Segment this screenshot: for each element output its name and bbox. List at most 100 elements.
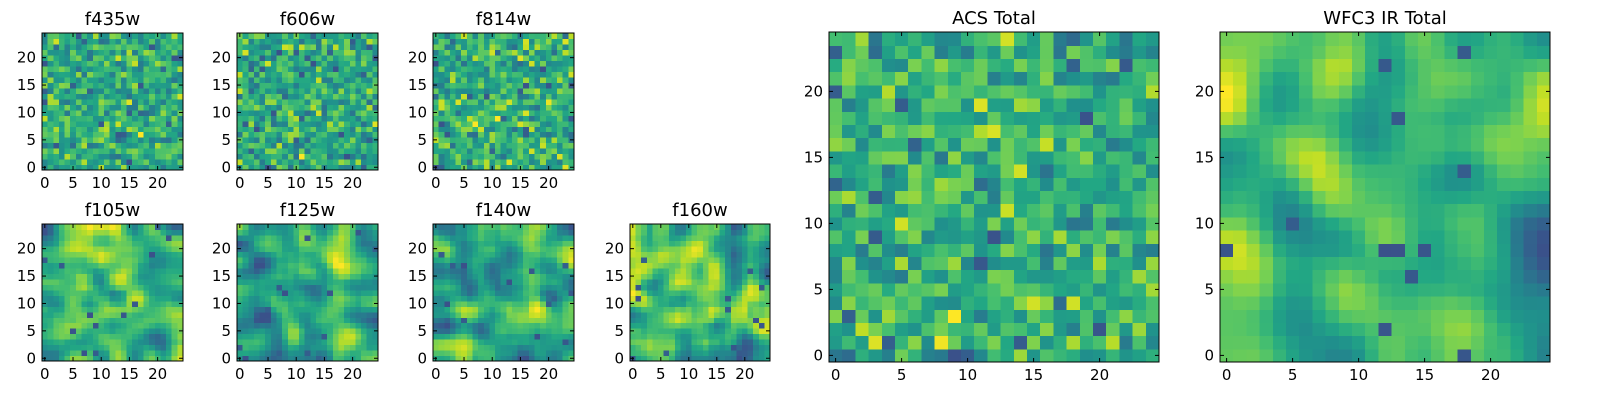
heatmap-cell [714, 229, 721, 236]
heatmap-cell [1053, 335, 1068, 350]
heatmap-cell [327, 49, 334, 56]
heatmap-cell [126, 120, 133, 127]
heatmap-cell [109, 311, 116, 318]
heatmap-cell [438, 322, 445, 329]
heatmap-cell [332, 289, 340, 296]
heatmap-cell [115, 311, 122, 318]
heatmap-cell [160, 82, 167, 89]
heatmap-cell [764, 251, 771, 258]
heatmap-cell [663, 234, 670, 242]
heatmap-cell [1079, 243, 1094, 257]
heatmap-cell [725, 295, 732, 302]
heatmap-cell [534, 289, 541, 296]
plot-frame [432, 32, 575, 171]
heatmap-cell [332, 82, 340, 89]
heatmap-cell [1106, 164, 1120, 178]
heatmap-cell [53, 289, 60, 296]
heatmap-cell [438, 153, 445, 160]
heatmap-cell [315, 350, 323, 357]
heatmap-cell [287, 109, 294, 116]
heatmap-cell [478, 93, 485, 100]
heatmap-cell [177, 284, 184, 291]
heatmap-cell [259, 256, 266, 263]
heatmap-cell [568, 159, 575, 166]
heatmap-cell [635, 289, 642, 296]
heatmap-cell [115, 256, 122, 263]
heatmap-cell [42, 126, 49, 133]
heatmap-cell [557, 311, 564, 318]
heatmap-cell [489, 131, 496, 138]
heatmap-cell [461, 60, 468, 67]
heatmap-cell [702, 240, 709, 247]
heatmap-cell [908, 322, 922, 337]
heatmap-cell [540, 322, 547, 329]
heatmap-cell [92, 328, 99, 335]
heatmap-cell [500, 76, 507, 83]
heatmap-cell [545, 93, 553, 100]
heatmap-cell [160, 322, 167, 329]
heatmap-cell [366, 33, 373, 40]
heatmap-cell [81, 344, 88, 351]
heatmap-cell [361, 317, 368, 324]
heatmap-cell [528, 126, 536, 133]
heatmap-cell [98, 245, 105, 252]
heatmap-cell [171, 350, 178, 357]
heatmap-cell [98, 109, 105, 116]
heatmap-cell [42, 60, 49, 67]
heatmap-cell [495, 295, 502, 302]
heatmap-cell [455, 142, 462, 149]
heatmap-cell [115, 295, 122, 302]
heatmap-cell [81, 328, 88, 335]
heatmap-cell [126, 65, 133, 72]
heatmap-cell [160, 109, 167, 116]
heatmap-cell [652, 240, 659, 247]
heatmap-cell [47, 153, 54, 160]
heatmap-cell [455, 148, 462, 155]
heatmap-cell [641, 311, 648, 318]
heatmap-cell [344, 350, 351, 357]
heatmap-cell [881, 164, 896, 178]
heatmap-cell [137, 311, 145, 318]
heatmap-cell [361, 153, 368, 160]
heatmap-cell [160, 256, 167, 263]
heatmap-cell [747, 339, 754, 346]
heatmap-cell [686, 317, 693, 324]
heatmap-cell [568, 224, 575, 231]
heatmap-cell [551, 60, 558, 67]
heatmap-cell [109, 87, 116, 94]
heatmap-cell [338, 126, 345, 133]
heatmap-cell [366, 311, 373, 318]
heatmap-cell [338, 148, 345, 155]
heatmap-cell [115, 164, 122, 171]
heatmap-cell [934, 230, 949, 244]
heatmap-cell [355, 322, 362, 329]
heatmap-cell [310, 245, 317, 252]
heatmap-cell [137, 126, 145, 133]
heatmap-cell [652, 344, 659, 351]
heatmap-cell [680, 355, 687, 362]
heatmap-cell [449, 159, 457, 166]
heatmap-cell [327, 87, 334, 94]
heatmap-cell [545, 159, 553, 166]
heatmap-cell [652, 289, 659, 296]
heatmap-cell [53, 267, 60, 274]
heatmap-cell [53, 306, 60, 313]
heatmap-cell [259, 344, 266, 351]
heatmap-cell [355, 306, 362, 313]
heatmap-cell [506, 311, 513, 318]
heatmap-cell [282, 38, 289, 45]
heatmap-cell [708, 267, 715, 274]
heatmap-cell [366, 328, 373, 335]
heatmap-cell [742, 240, 749, 247]
heatmap-cell [961, 243, 975, 257]
heatmap-cell [92, 333, 99, 340]
heatmap-cell [517, 137, 524, 144]
heatmap-cell [149, 240, 156, 247]
heatmap-cell [495, 311, 502, 318]
heatmap-cell [495, 148, 502, 155]
heatmap-cell [344, 76, 351, 83]
heatmap-cell [70, 49, 77, 56]
heatmap-cell [444, 240, 451, 247]
heatmap-cell [630, 317, 637, 324]
